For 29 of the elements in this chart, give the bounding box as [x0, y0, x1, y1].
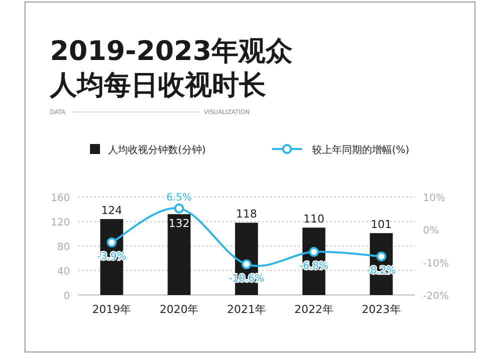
chart-title: 2019-2023年观众人均每日收视时长	[49, 36, 292, 101]
x-tick-label: 2023年	[362, 303, 401, 316]
x-tick-label: 2021年	[227, 303, 266, 316]
x-tick-label: 2020年	[160, 303, 199, 316]
legend-label: 较上年同期的增幅(%)	[312, 144, 410, 156]
data-label: 101	[370, 218, 392, 232]
legend-label: 人均收视分钟数(分钟)	[108, 144, 206, 156]
data-label: 110	[303, 212, 324, 226]
data-label: 6.5%	[166, 192, 192, 204]
x-tick-label: 2022年	[294, 303, 334, 316]
data-label: 118	[236, 208, 257, 221]
y2-tick-label: 10%	[423, 193, 446, 204]
y-tick-label: 80	[57, 242, 70, 253]
y-tick-label: 160	[50, 193, 70, 204]
y2-tick-label: 0%	[423, 226, 439, 237]
x-tick-label: 2019年	[92, 303, 132, 316]
point	[242, 259, 252, 270]
y2-tick-label: -20%	[423, 291, 449, 302]
point	[106, 237, 117, 248]
point	[174, 203, 184, 214]
y2-tick-label: -10%	[423, 258, 449, 270]
y-tick-label: 40	[57, 266, 70, 278]
y-tick-label: 120	[50, 218, 70, 228]
point	[376, 251, 386, 262]
point	[308, 246, 319, 257]
y-tick-label: 0	[64, 291, 70, 302]
data-label: 132	[168, 217, 190, 230]
data-label: 124	[101, 204, 122, 218]
bar	[168, 214, 191, 295]
